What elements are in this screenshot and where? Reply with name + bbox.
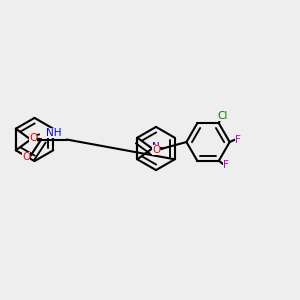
Text: Cl: Cl xyxy=(218,111,228,121)
Text: NH: NH xyxy=(46,128,62,138)
Text: F: F xyxy=(235,135,241,145)
Text: O: O xyxy=(29,133,38,142)
Text: N: N xyxy=(152,142,160,152)
Text: O: O xyxy=(152,145,160,155)
Text: O: O xyxy=(22,152,30,162)
Text: F: F xyxy=(223,160,229,170)
